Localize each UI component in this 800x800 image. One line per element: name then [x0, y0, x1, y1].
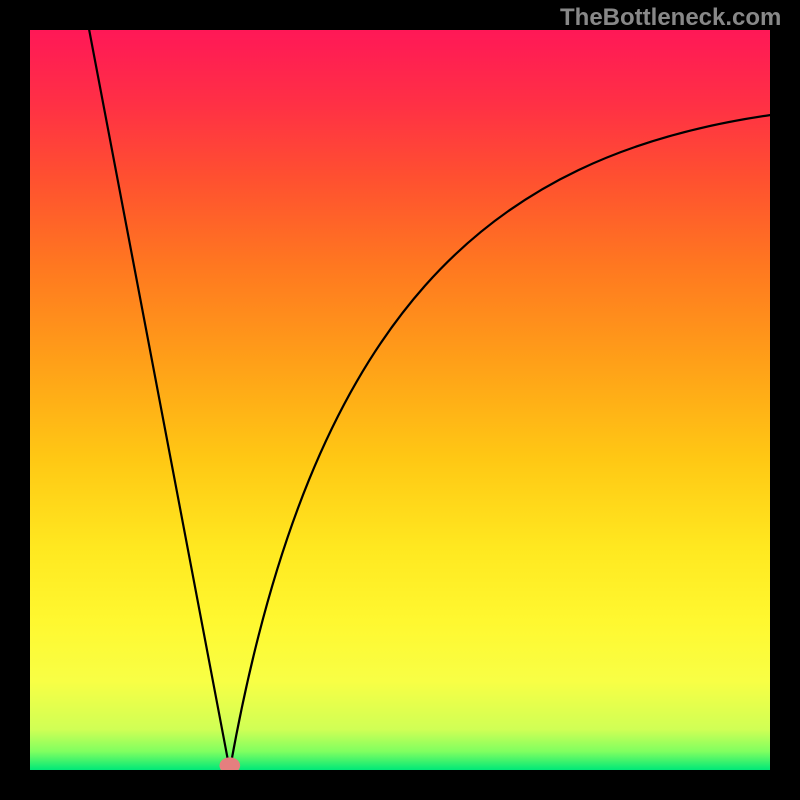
plot-area [30, 30, 770, 770]
bottleneck-curve [89, 30, 770, 770]
curve-layer [30, 30, 770, 770]
optimum-marker [219, 757, 240, 770]
watermark-text: TheBottleneck.com [560, 4, 781, 32]
